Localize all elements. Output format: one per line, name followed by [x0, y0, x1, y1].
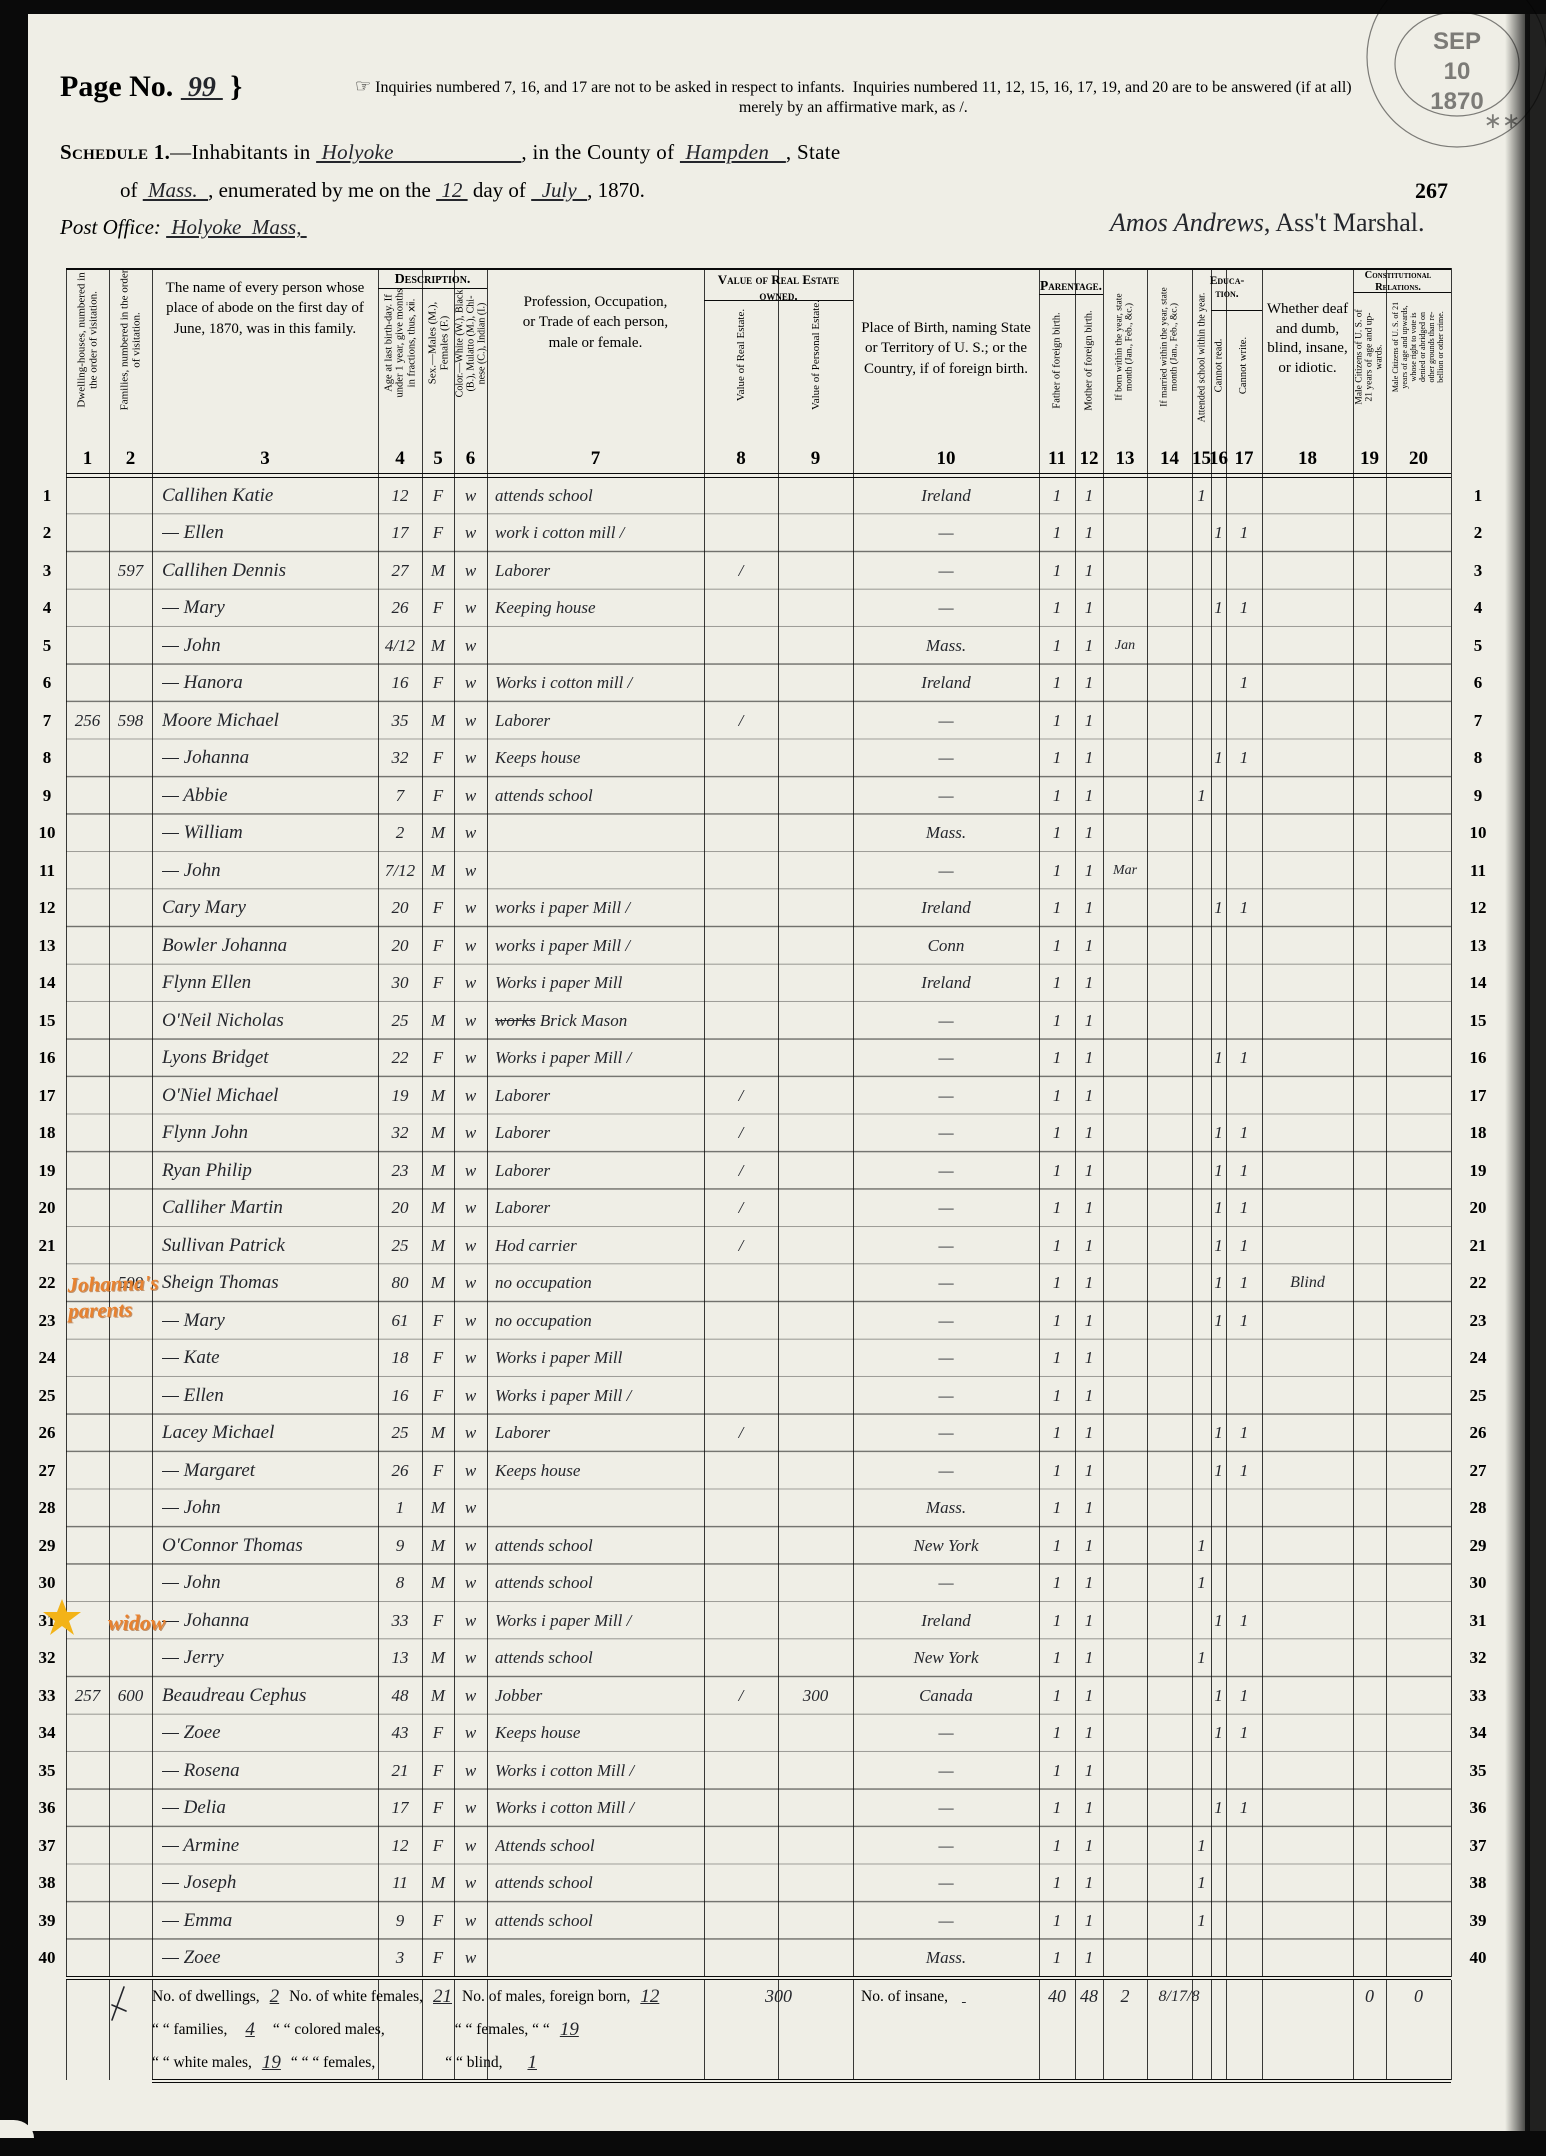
svg-text:1870: 1870 [1430, 88, 1483, 115]
svg-text:SEP: SEP [1433, 28, 1481, 55]
svg-text:10: 10 [1444, 58, 1471, 85]
svg-text:∗∗: ∗∗ [1484, 108, 1521, 133]
